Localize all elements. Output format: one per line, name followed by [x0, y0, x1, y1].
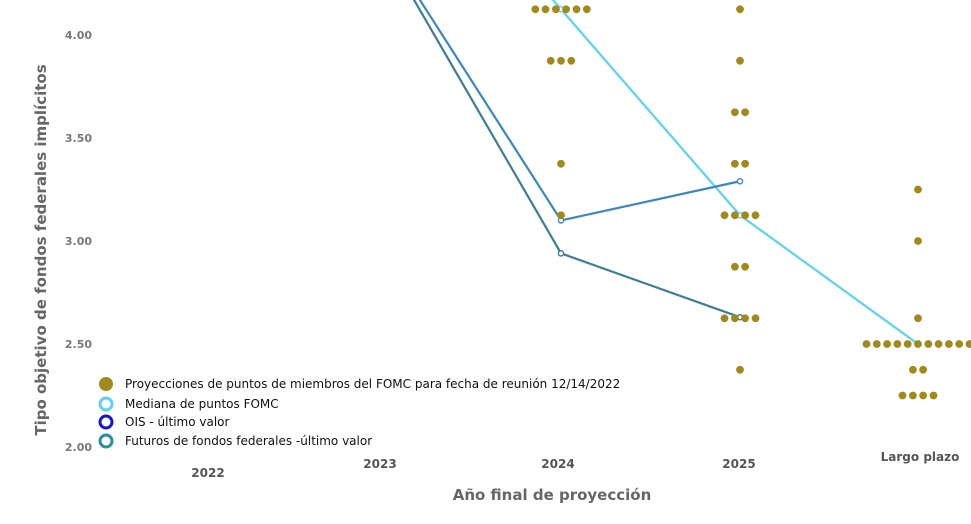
fomc-dot: [541, 5, 550, 14]
fomc-dot: [741, 159, 749, 168]
legend-label: Proyecciones de puntos de miembros del F…: [125, 377, 620, 391]
fomc-dot: [919, 365, 927, 374]
fomc-dot: [582, 5, 591, 14]
legend-ring-marker: [98, 396, 114, 412]
y-tick-label: 4.00: [65, 29, 92, 42]
ois-line-point: [736, 177, 744, 185]
fomc-dot: [557, 56, 565, 65]
ois-line: [418, 0, 741, 222]
fomc-dot: [914, 185, 922, 194]
fomc-dot: [557, 159, 565, 168]
fomc-dot: [909, 365, 917, 374]
legend-ring-marker: [98, 414, 114, 430]
fomc-dot: [919, 391, 927, 400]
fomc-dot: [945, 340, 953, 348]
fomc-dot: [929, 391, 938, 400]
legend-dot-marker: [99, 377, 113, 391]
y-tick-label: 2.00: [65, 441, 92, 454]
x-axis-title: Año final de proyección: [453, 486, 652, 504]
x-category-label: 2022: [191, 466, 224, 480]
fomc-dot: [720, 211, 729, 220]
fomc-dot: [731, 314, 739, 323]
fomc-dot: [741, 314, 749, 323]
fomc-dot: [862, 340, 871, 348]
fomc-dot: [552, 5, 560, 14]
fomc-dot: [898, 391, 907, 400]
fomc-dot: [914, 314, 922, 323]
fomc-dot: [741, 262, 749, 271]
fomc-dot: [731, 159, 739, 168]
fomc-dot: [914, 237, 922, 245]
legend-label: Futuros de fondos federales -último valo…: [125, 434, 372, 448]
fomc-dot: [546, 56, 555, 65]
y-axis-title: Tipo objetivo de fondos federales implíc…: [32, 64, 50, 435]
fomc-dot: [955, 340, 964, 348]
fomc-dot: [731, 211, 739, 220]
fomc-dot: [736, 56, 744, 65]
x-category-label: 2025: [722, 457, 755, 471]
fomc-dot: [572, 5, 581, 14]
x-category-label: 2023: [363, 457, 396, 471]
fomc-dot: [741, 108, 749, 117]
fomc-dot: [751, 314, 760, 323]
fomc-dot: [531, 5, 540, 14]
fomc-dot: [751, 211, 760, 220]
fomc-dot: [557, 211, 565, 220]
fomc-dot: [562, 5, 570, 14]
fomc-dot: [883, 340, 891, 348]
y-tick-label: 3.00: [65, 235, 92, 248]
series-lines: [412, 0, 922, 348]
median-line: [551, 0, 919, 345]
fomc-dot: [731, 108, 739, 117]
fomc-dot: [736, 365, 744, 374]
fomc-dot: [914, 340, 922, 348]
fomc-dot: [934, 340, 943, 348]
fomc-dot: [909, 391, 917, 400]
fomc-dot: [872, 340, 881, 348]
fomc-dot: [736, 5, 744, 14]
fomc-dot: [720, 314, 729, 323]
futures-line: [412, 0, 741, 319]
fomc-dot: [965, 340, 971, 348]
fomc-dot: [731, 262, 739, 271]
fomc-dot: [741, 211, 749, 220]
legend-ring-marker: [98, 433, 114, 449]
legend: Proyecciones de puntos de miembros del F…: [98, 377, 620, 449]
futures-line-point: [557, 250, 565, 257]
y-axis-ticks: 2.002.503.003.504.004.505.005.50: [65, 29, 92, 454]
fomc-dot: [567, 56, 576, 65]
legend-label: Mediana de puntos FOMC: [125, 397, 279, 411]
x-axis-categories: 2022 2023 2024 2025 Largo plazo: [191, 450, 959, 480]
y-tick-label: 2.50: [65, 338, 92, 351]
fomc-dot: [924, 340, 933, 348]
x-category-label: 2024: [541, 457, 574, 471]
fomc-dots: [531, 5, 971, 400]
fomc-dot: [893, 340, 902, 348]
fomc-dot: [903, 340, 912, 348]
legend-label: OIS - último valor: [125, 415, 230, 429]
x-category-label: Largo plazo: [881, 450, 960, 464]
y-tick-label: 3.50: [65, 132, 92, 145]
